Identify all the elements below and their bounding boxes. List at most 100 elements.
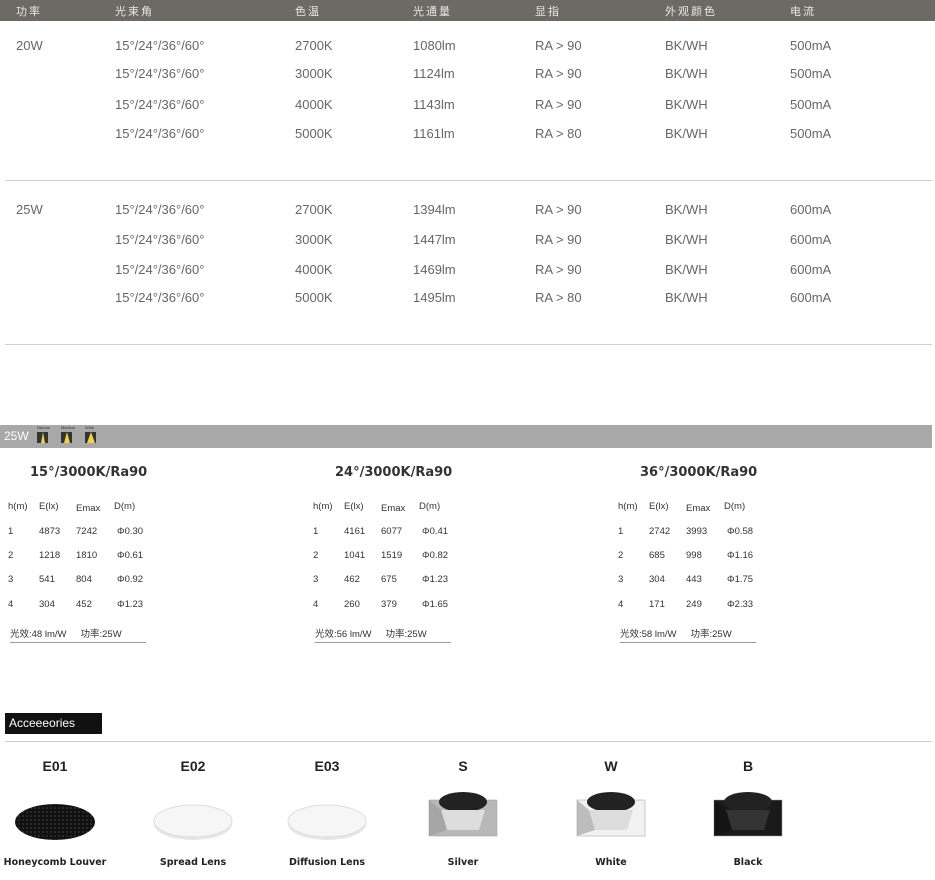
table-cell: 1519 <box>381 550 403 561</box>
table-cell: 379 <box>381 599 397 610</box>
table-cell: 1143lm <box>413 97 455 112</box>
column-header: Emax <box>686 503 711 514</box>
beam-label: Wide <box>85 425 95 430</box>
table-cell: Φ0.30 <box>117 526 144 537</box>
table-cell: 1 <box>8 526 14 537</box>
table-cell: 500mA <box>790 66 832 81</box>
table-cell: 4 <box>618 599 624 610</box>
table-cell: 500mA <box>790 38 832 53</box>
table-cell: 1495lm <box>413 290 456 305</box>
table-cell: 3993 <box>686 526 708 537</box>
table-cell: BK/WH <box>665 202 708 217</box>
block-footer: 光效:58 lm/W 功率:25W <box>620 626 756 643</box>
efficacy: 光效:58 lm/W <box>620 629 677 640</box>
table-row: 15°/24°/36°/60° 2700K 1080lm RA > 90 BK/WH 50… <box>0 38 935 56</box>
table-cell: 462 <box>344 574 360 585</box>
honeycomb-image <box>13 802 97 847</box>
table-cell: 1124lm <box>413 66 455 81</box>
column-header: D(m) <box>724 501 746 512</box>
table-cell: 7242 <box>76 526 98 537</box>
block-title: 24°/3000K/Ra90 <box>335 465 453 480</box>
table-cell: 4000K <box>295 97 333 112</box>
table-cell: RA > 90 <box>535 232 582 247</box>
table-cell: Φ1.23 <box>422 574 449 585</box>
efficacy: 光效:48 lm/W <box>10 629 67 640</box>
accessory-name: Spread Lens <box>159 857 227 868</box>
table-cell: 15°/24°/36°/60° <box>115 38 205 53</box>
table-cell: 600mA <box>790 262 832 277</box>
table-cell: Φ1.75 <box>727 574 754 585</box>
accessories-divider <box>5 741 932 742</box>
block-footer: 光效:48 lm/W 功率:25W <box>10 626 146 643</box>
table-cell: 2 <box>618 550 624 561</box>
accessory-name: Diffusion Lens <box>288 857 366 868</box>
table-row: 15°/24°/36°/60° 4000K 1143lm RA > 90 BK/WH 50… <box>0 97 935 115</box>
table-cell: BK/WH <box>665 232 708 247</box>
column-header: Emax <box>76 503 101 514</box>
table-cell: 600mA <box>790 290 832 305</box>
table-cell: Φ0.41 <box>422 526 449 537</box>
table-cell: 541 <box>39 574 55 585</box>
table-cell: 15°/24°/36°/60° <box>115 202 205 217</box>
table-row: 15°/24°/36°/60° 4000K 1469lm RA > 90 BK/WH 60… <box>0 262 935 280</box>
accessory-name: Honeycomb Louver <box>3 857 107 868</box>
accessory-name: Silver <box>447 857 479 868</box>
table-cell: 15°/24°/36°/60° <box>115 97 205 112</box>
accessory-code: E03 <box>314 758 340 774</box>
column-header: 功率 <box>16 6 42 18</box>
table-cell: 4873 <box>39 526 61 537</box>
photometric-power: 25W <box>4 429 29 443</box>
table-cell: Φ0.58 <box>727 526 754 537</box>
trim-image <box>421 790 505 851</box>
power: 功率:25W <box>80 629 122 640</box>
accessory-name: Black <box>733 857 763 868</box>
table-cell: BK/WH <box>665 262 708 277</box>
table-cell: 2 <box>8 550 14 561</box>
table-cell: 260 <box>344 599 360 610</box>
table-cell: 3000K <box>295 232 333 247</box>
accessory-code: E02 <box>180 758 206 774</box>
table-cell: Φ0.82 <box>422 550 449 561</box>
table-cell: 304 <box>39 599 55 610</box>
table-cell: 998 <box>686 550 702 561</box>
table-cell: 4 <box>8 599 14 610</box>
power: 功率:25W <box>385 629 427 640</box>
table-cell: 2700K <box>295 202 333 217</box>
accessories-title: Acceeeories <box>5 713 102 734</box>
table-cell: 4000K <box>295 262 333 277</box>
table-row: 15°/24°/36°/60° 5000K 1495lm RA > 80 BK/WH 60… <box>0 290 935 308</box>
column-header: E(lx) <box>344 501 364 512</box>
beam-label: Narrow <box>37 425 50 430</box>
table-row: 15°/24°/36°/60° 3000K 1447lm RA > 90 BK/WH 60… <box>0 232 935 250</box>
accessory-code: S <box>458 758 468 774</box>
table-cell: 304 <box>649 574 665 585</box>
table-row: 15°/24°/36°/60° 2700K 1394lm RA > 90 BK/WH 60… <box>0 202 935 220</box>
column-header: 显指 <box>535 6 561 18</box>
column-header: D(m) <box>114 501 136 512</box>
accessory-code: W <box>604 758 618 774</box>
power: 功率:25W <box>690 629 732 640</box>
table-cell: 1041 <box>344 550 366 561</box>
table-cell: RA > 90 <box>535 97 582 112</box>
column-header: 外观颜色 <box>665 6 717 18</box>
power-value: 20W <box>16 38 43 53</box>
block-title: 36°/3000K/Ra90 <box>640 465 758 480</box>
table-cell: 3 <box>313 574 319 585</box>
table-cell: 3000K <box>295 66 333 81</box>
table-cell: 1 <box>618 526 624 537</box>
group-divider <box>5 344 932 345</box>
table-cell: Φ0.92 <box>117 574 144 585</box>
table-cell: 1080lm <box>413 38 456 53</box>
column-header: 电流 <box>790 6 816 18</box>
table-cell: 171 <box>649 599 665 610</box>
table-cell: 15°/24°/36°/60° <box>115 66 205 81</box>
